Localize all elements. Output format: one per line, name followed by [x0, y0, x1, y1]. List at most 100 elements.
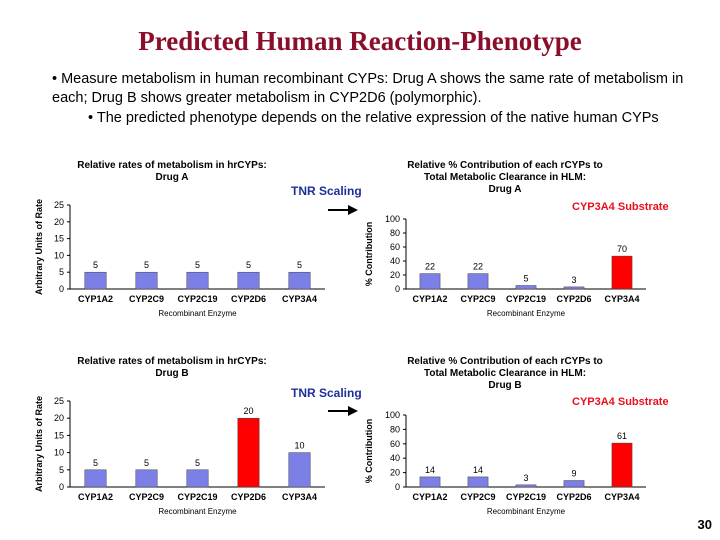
- x-tick-label: CYP1A2: [78, 492, 113, 502]
- chart-title: Relative rates of metabolism in hrCYPs:: [77, 160, 267, 171]
- y-tick-label: 5: [59, 267, 64, 277]
- bar: [237, 271, 260, 290]
- data-label: 3: [523, 473, 528, 483]
- data-label: 5: [144, 458, 149, 468]
- y-tick-label: 25: [54, 396, 64, 406]
- x-tick-label: CYP2D6: [556, 294, 591, 304]
- data-label: 5: [195, 260, 200, 270]
- x-tick-label: CYP1A2: [412, 294, 447, 304]
- y-tick-label: 60: [390, 439, 400, 449]
- y-axis-label: Arbitrary Units of Rate: [34, 199, 44, 295]
- chart-drug-a-contribution: Relative % Contribution of each rCYPs to…: [364, 160, 646, 318]
- bar: [467, 273, 489, 290]
- data-label: 14: [473, 465, 483, 475]
- bar: [135, 271, 158, 290]
- x-tick-label: CYP2C9: [460, 294, 495, 304]
- y-tick-label: 0: [395, 482, 400, 492]
- bar: [237, 417, 260, 488]
- bar: [515, 285, 537, 290]
- right-arrow-icon: [328, 406, 358, 416]
- x-tick-label: CYP3A4: [282, 294, 317, 304]
- data-label: 22: [425, 262, 435, 272]
- bar: [419, 476, 441, 488]
- cyp3a4-substrate-label-b: CYP3A4 Substrate: [572, 396, 669, 408]
- slide-title: Predicted Human Reaction-Phenotype: [138, 26, 582, 56]
- bar: [288, 452, 311, 488]
- data-label: 5: [93, 458, 98, 468]
- chart-title: Relative % Contribution of each rCYPs to: [407, 356, 603, 367]
- bar: [186, 271, 209, 290]
- data-label: 5: [297, 260, 302, 270]
- bar: [467, 476, 489, 488]
- y-tick-label: 20: [390, 270, 400, 280]
- data-label: 14: [425, 465, 435, 475]
- data-label: 61: [617, 431, 627, 441]
- x-tick-label: CYP2C9: [460, 492, 495, 502]
- x-tick-label: CYP2D6: [231, 294, 266, 304]
- y-axis-label: % Contribution: [364, 222, 374, 287]
- data-label: 20: [243, 406, 253, 416]
- chart-subtitle: Drug A: [156, 172, 189, 183]
- chart-subtitle: Drug B: [155, 368, 188, 379]
- x-tick-label: CYP2D6: [556, 492, 591, 502]
- x-tick-label: CYP1A2: [412, 492, 447, 502]
- y-tick-label: 40: [390, 453, 400, 463]
- bullet-point-2: • The predicted phenotype depends on the…: [88, 110, 659, 126]
- y-tick-label: 10: [54, 448, 64, 458]
- x-tick-label: CYP2D6: [231, 492, 266, 502]
- y-tick-label: 0: [59, 284, 64, 294]
- x-axis-label: Recombinant Enzyme: [158, 507, 237, 516]
- y-axis-label: % Contribution: [364, 419, 374, 484]
- x-tick-label: CYP2C19: [506, 294, 546, 304]
- cyp3a4-substrate-label-a: CYP3A4 Substrate: [572, 201, 669, 213]
- data-label: 5: [93, 260, 98, 270]
- data-label: 10: [294, 441, 304, 451]
- tnr-scaling-label-b: TNR Scaling: [291, 386, 362, 400]
- y-tick-label: 10: [54, 250, 64, 260]
- y-tick-label: 0: [395, 284, 400, 294]
- y-tick-label: 20: [54, 217, 64, 227]
- tnr-scaling-label-a: TNR Scaling: [291, 184, 362, 198]
- chart-title: Relative rates of metabolism in hrCYPs:: [77, 356, 267, 367]
- data-label: 5: [195, 458, 200, 468]
- y-tick-label: 20: [390, 468, 400, 478]
- data-label: 22: [473, 262, 483, 272]
- y-tick-label: 100: [385, 214, 400, 224]
- bar: [515, 484, 537, 488]
- data-label: 3: [571, 275, 576, 285]
- y-tick-label: 100: [385, 410, 400, 420]
- right-arrow-icon: [328, 205, 358, 215]
- x-tick-label: CYP3A4: [604, 294, 639, 304]
- bar: [135, 469, 158, 488]
- y-axis-label: Arbitrary Units of Rate: [34, 396, 44, 492]
- page-number: 30: [697, 517, 712, 532]
- y-tick-label: 40: [390, 256, 400, 266]
- x-tick-label: CYP3A4: [604, 492, 639, 502]
- chart-drug-b-rates: Relative rates of metabolism in hrCYPs:D…: [34, 356, 325, 516]
- data-label: 5: [144, 260, 149, 270]
- x-tick-label: CYP2C19: [177, 492, 217, 502]
- x-tick-label: CYP1A2: [78, 294, 113, 304]
- data-label: 70: [617, 244, 627, 254]
- bar: [186, 469, 209, 488]
- bullet-point-1: • Measure metabolism in human recombinan…: [52, 71, 684, 106]
- y-tick-label: 80: [390, 228, 400, 238]
- x-tick-label: CYP3A4: [282, 492, 317, 502]
- chart-drug-b-contribution: Relative % Contribution of each rCYPs to…: [364, 356, 646, 516]
- y-tick-label: 15: [54, 430, 64, 440]
- y-tick-label: 20: [54, 413, 64, 423]
- data-label: 5: [523, 274, 528, 284]
- x-tick-label: CYP2C19: [506, 492, 546, 502]
- y-tick-label: 80: [390, 424, 400, 434]
- bar: [84, 271, 107, 290]
- data-label: 9: [571, 469, 576, 479]
- y-tick-label: 0: [59, 482, 64, 492]
- chart-drug-a-rates: Relative rates of metabolism in hrCYPs:D…: [34, 160, 325, 318]
- x-axis-label: Recombinant Enzyme: [158, 309, 237, 318]
- chart-subtitle: Total Metabolic Clearance in HLM:: [424, 172, 586, 183]
- bar: [563, 286, 585, 290]
- y-tick-label: 25: [54, 200, 64, 210]
- y-tick-label: 15: [54, 234, 64, 244]
- chart-title: Relative % Contribution of each rCYPs to: [407, 160, 603, 171]
- chart-subtitle: Total Metabolic Clearance in HLM:: [424, 368, 586, 379]
